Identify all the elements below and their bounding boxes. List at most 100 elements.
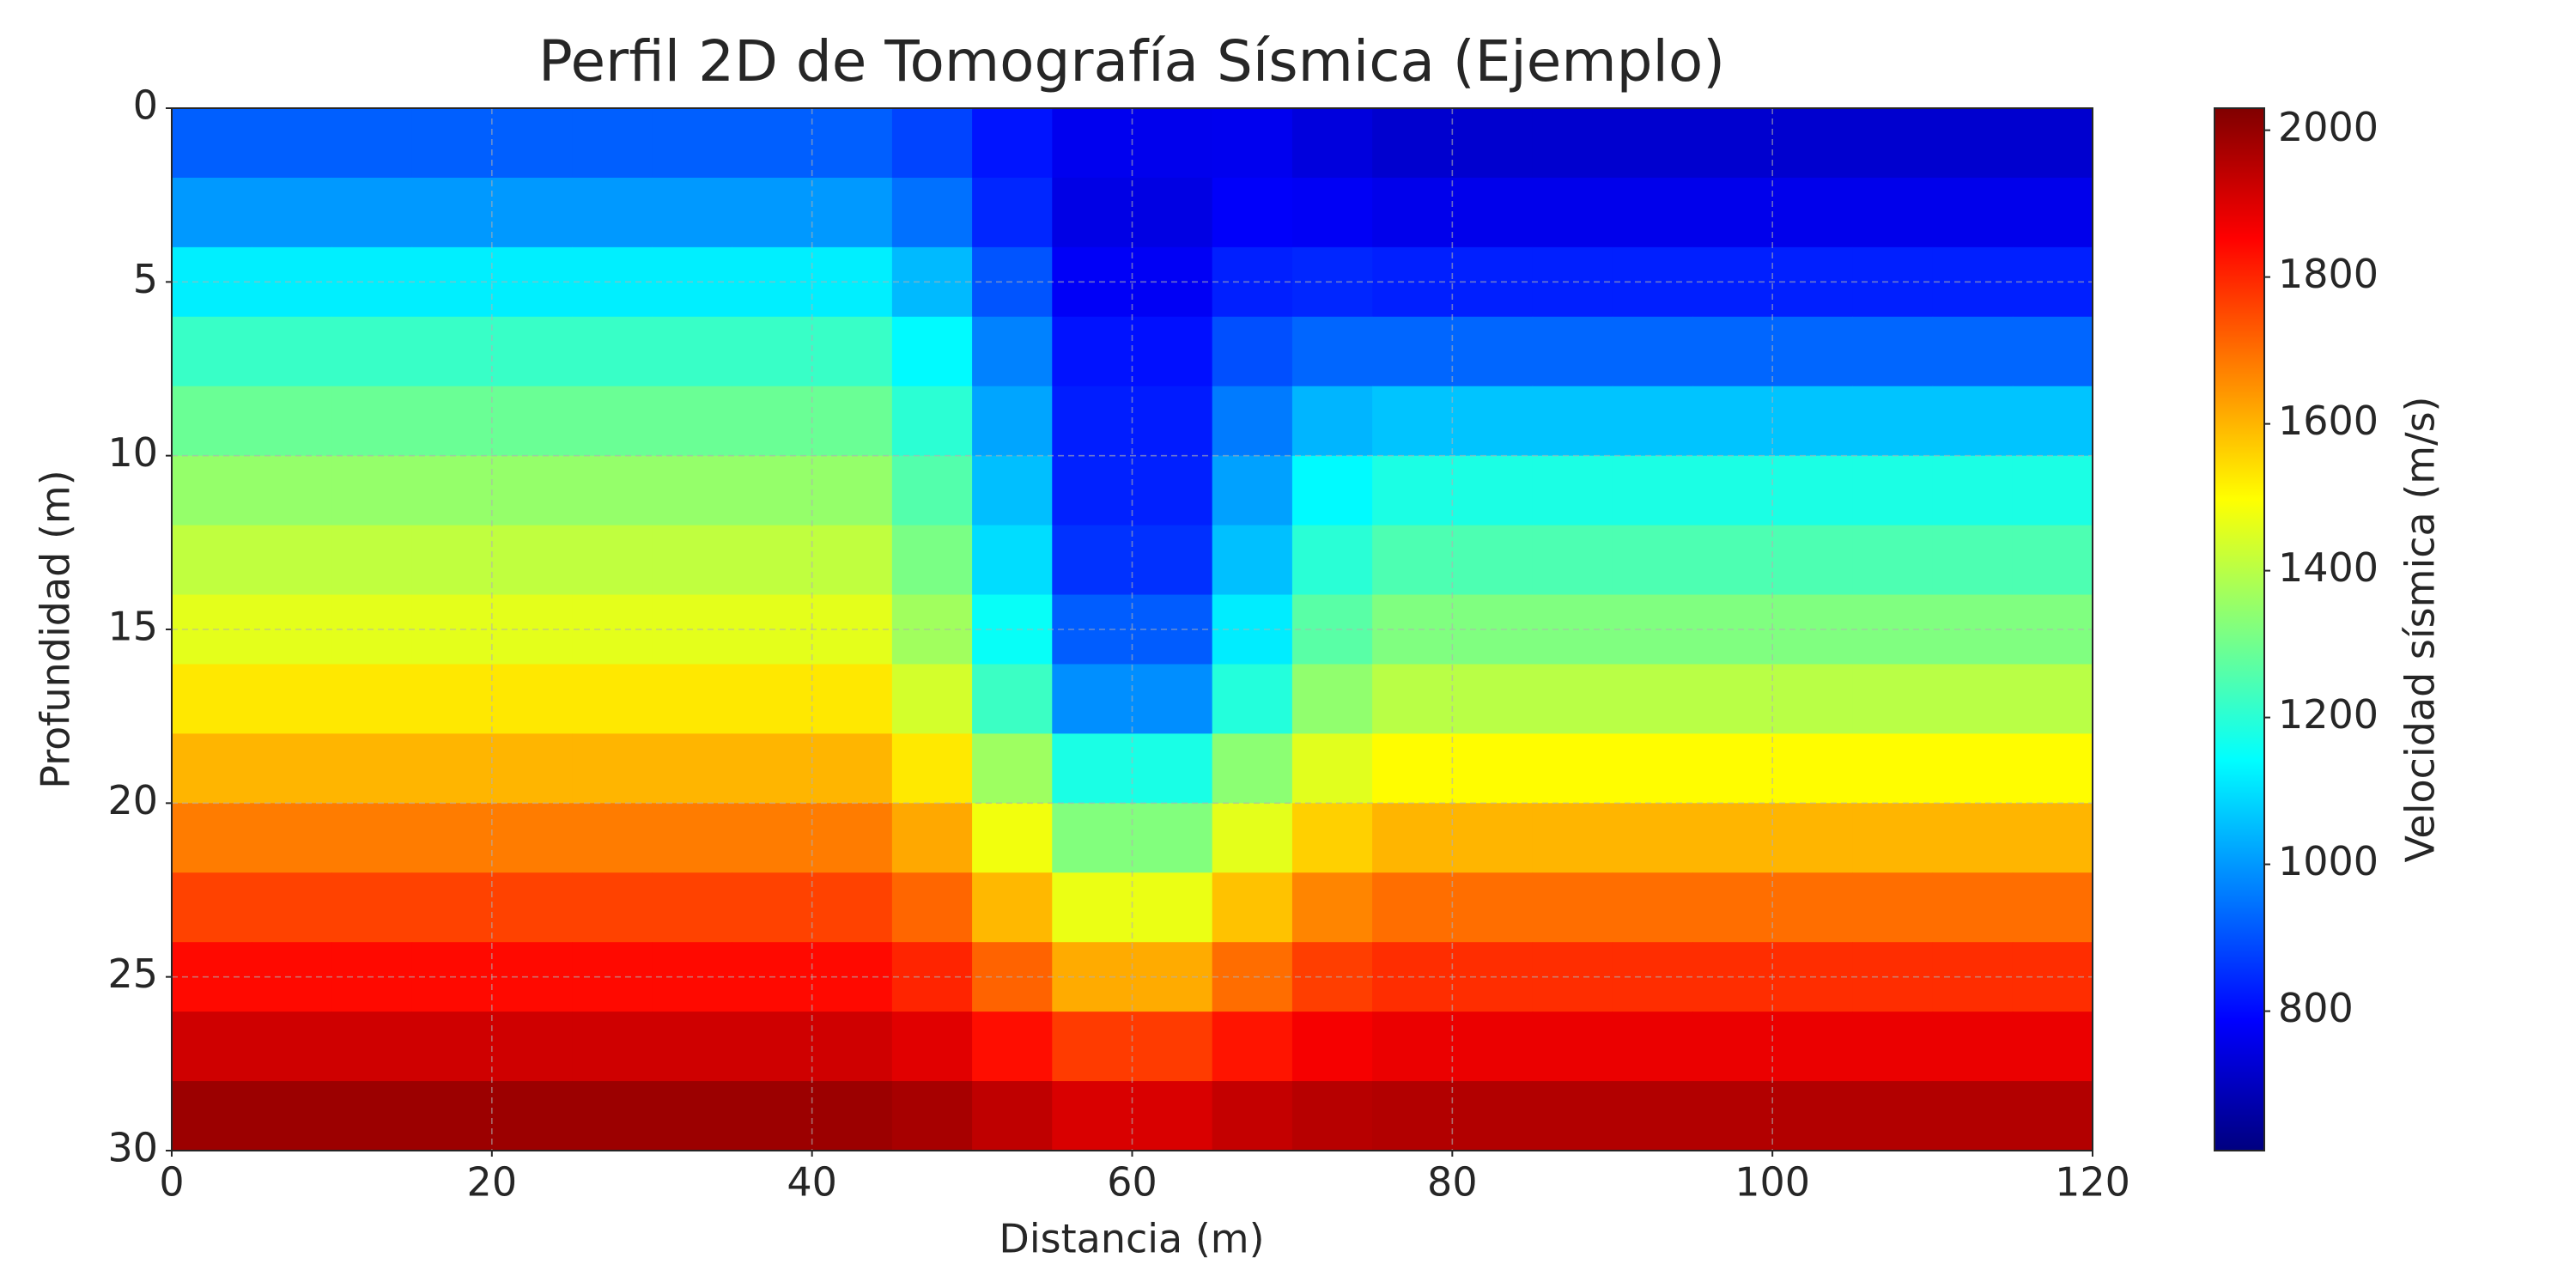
heatmap-cell [1612, 316, 1693, 387]
heatmap-cell [1932, 872, 2014, 943]
heatmap-cell [331, 177, 413, 248]
heatmap-cell [1692, 733, 1773, 804]
heatmap-cell [1932, 803, 2014, 873]
heatmap-cell [331, 386, 413, 457]
colorbar-tick-label: 1800 [2278, 251, 2379, 297]
heatmap-cell [891, 664, 973, 734]
heatmap-cell [1532, 872, 1613, 943]
heatmap-cell [411, 733, 493, 804]
heatmap-cell [1452, 525, 1534, 596]
colorbar-tick-label: 1600 [2278, 398, 2379, 444]
heatmap-cell [1612, 733, 1693, 804]
heatmap-cell [252, 872, 333, 943]
heatmap-cell [1212, 664, 1293, 734]
heatmap-cell [811, 386, 893, 457]
heatmap-cell [652, 177, 733, 248]
heatmap-cell [652, 1081, 733, 1151]
heatmap-cell [732, 1081, 813, 1151]
y-axis-label: Profundidad (m) [33, 470, 79, 788]
heatmap-cell [1932, 525, 2014, 596]
heatmap-cell [411, 1081, 493, 1151]
heatmap-cell [811, 664, 893, 734]
heatmap-cell [972, 664, 1053, 734]
heatmap-cell [491, 1012, 573, 1082]
heatmap-cell [2012, 108, 2093, 179]
heatmap-cell [891, 872, 973, 943]
heatmap-cell [252, 525, 333, 596]
heatmap-cell [1612, 525, 1693, 596]
heatmap-cell [972, 108, 1053, 179]
heatmap-cell [1772, 803, 1853, 873]
heatmap-cell [972, 733, 1053, 804]
heatmap-cell [1132, 386, 1213, 457]
heatmap-cell [1852, 733, 1934, 804]
heatmap-cell [972, 525, 1053, 596]
heatmap-cell [732, 455, 813, 526]
heatmap-cell [1692, 525, 1773, 596]
heatmap-cell [331, 872, 413, 943]
heatmap-cell [1291, 386, 1373, 457]
heatmap-cell [2012, 664, 2093, 734]
heatmap-cell [1532, 803, 1613, 873]
heatmap-cell [652, 108, 733, 179]
heatmap-cell [331, 1081, 413, 1151]
heatmap-cell [732, 525, 813, 596]
heatmap-cell [1852, 386, 1934, 457]
heatmap-cell [252, 455, 333, 526]
heatmap-cell [1772, 733, 1853, 804]
heatmap-cell [811, 525, 893, 596]
heatmap-cell [1852, 108, 1934, 179]
heatmap-cell [972, 872, 1053, 943]
heatmap-cell [331, 1012, 413, 1082]
heatmap-cell [1452, 872, 1534, 943]
heatmap-cell [1532, 455, 1613, 526]
heatmap-cell [1132, 664, 1213, 734]
heatmap-cell [972, 386, 1053, 457]
heatmap-cell [972, 455, 1053, 526]
heatmap-cell [1612, 664, 1693, 734]
heatmap-cell [972, 803, 1053, 873]
heatmap-cell [1291, 108, 1373, 179]
heatmap-cell [1772, 872, 1853, 943]
heatmap-cell [2012, 733, 2093, 804]
heatmap-cell [652, 455, 733, 526]
heatmap-cell [891, 177, 973, 248]
heatmap-cell [1452, 108, 1534, 179]
heatmap-cell [1852, 177, 1934, 248]
heatmap-cell [1932, 386, 2014, 457]
x-tick-label: 100 [1735, 1159, 1810, 1206]
heatmap-cell [411, 1012, 493, 1082]
heatmap-cell [1772, 1081, 1853, 1151]
heatmap-cell [252, 803, 333, 873]
heatmap-cell [1932, 455, 2014, 526]
heatmap-cell [331, 455, 413, 526]
heatmap-cell [1532, 177, 1613, 248]
heatmap-cell [172, 525, 252, 596]
heatmap-cell [732, 733, 813, 804]
heatmap-cell [1372, 455, 1453, 526]
heatmap-cell [1212, 872, 1293, 943]
heatmap-cell [1692, 803, 1773, 873]
heatmap-cell [1532, 1012, 1613, 1082]
heatmap-cell [1132, 108, 1213, 179]
heatmap-cell [1532, 733, 1613, 804]
heatmap-cell [1772, 316, 1853, 387]
heatmap-cell [1212, 108, 1293, 179]
heatmap-cell [411, 316, 493, 387]
heatmap-cell [891, 803, 973, 873]
heatmap-cell [1212, 455, 1293, 526]
heatmap-cell [1052, 1081, 1133, 1151]
heatmap-cell [1291, 733, 1373, 804]
heatmap-cell [1612, 177, 1693, 248]
y-tick-label: 15 [107, 604, 158, 650]
heatmap-cell [811, 108, 893, 179]
heatmap-cell [1452, 455, 1534, 526]
heatmap-cell [1692, 664, 1773, 734]
y-tick-label: 0 [133, 82, 158, 129]
heatmap-cell [2012, 316, 2093, 387]
heatmap-cell [811, 316, 893, 387]
heatmap-cell [491, 386, 573, 457]
heatmap-cell [1372, 733, 1453, 804]
